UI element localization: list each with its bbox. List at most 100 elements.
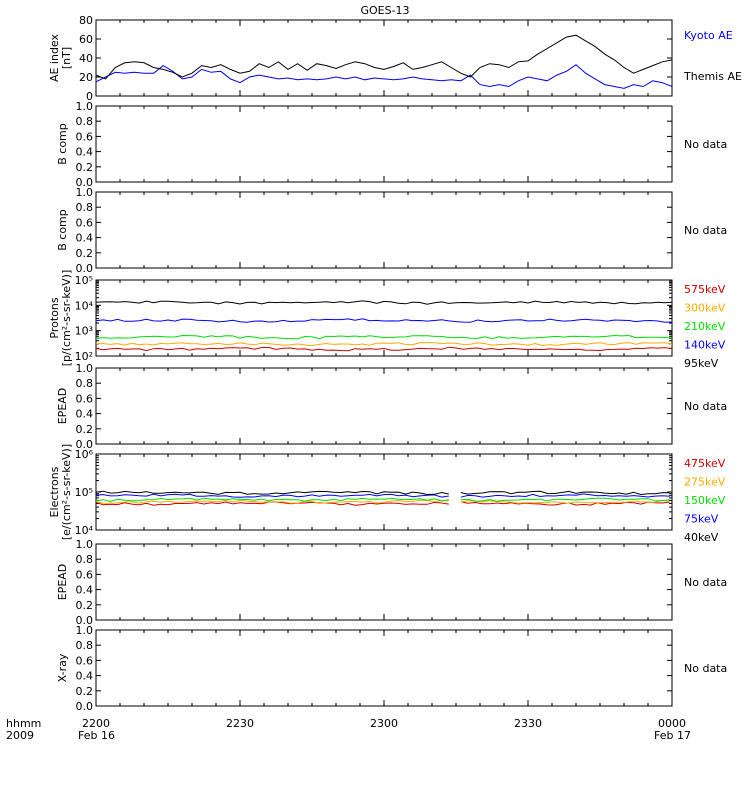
y-tick-label: 0.6: [76, 216, 94, 229]
y-tick-label: 0.4: [76, 232, 94, 245]
y-tick-label: 0.2: [76, 685, 94, 698]
series-line-140kev: [95, 318, 673, 323]
x-tick-label: 2300: [370, 717, 398, 730]
x-tick-label: 2200: [82, 717, 110, 730]
no-data-label: No data: [684, 224, 727, 237]
no-data-label: No data: [684, 576, 727, 589]
panel-epead2: 0.0 0.2 0.4 0.6 0.8 1.0 EPEAD No data: [56, 538, 727, 627]
y-tick-label: 60: [79, 33, 93, 46]
y-axis-label: [e/(cm²-s-sr-keV)]: [60, 444, 73, 540]
y-tick-label: 0.4: [76, 584, 94, 597]
y-axis-label: B comp: [56, 123, 69, 165]
y-axis-label: EPEAD: [56, 564, 69, 601]
series-line-275kev: [460, 499, 670, 504]
y-tick-label: 0.6: [76, 130, 94, 143]
panel-ae: 0 20 40 60 80 AE index [nT] Kyoto AE Themis AE: [48, 14, 742, 103]
y-axis-label: Electrons: [48, 466, 61, 517]
y-tick-label: 10²: [75, 350, 93, 363]
series-line-275kev: [95, 499, 449, 505]
series-line-300kev: [96, 342, 673, 347]
y-tick-label: 1.0: [76, 100, 94, 113]
x-tick-label: 0000: [658, 717, 686, 730]
series-line-40kev: [460, 490, 670, 496]
legend-entry: 150keV: [684, 494, 726, 507]
y-tick-label: 0.4: [76, 408, 94, 421]
series-line-kyoto-ae: [95, 64, 673, 89]
panel-frame: [95, 629, 673, 707]
y-axis-label: [nT]: [60, 47, 73, 69]
legend-entry: 210keV: [684, 320, 726, 333]
panel-frame: [95, 543, 673, 621]
y-axis-label: Protons: [48, 297, 61, 338]
y-tick-label: 0.0: [76, 614, 94, 627]
panel-electrons: 10⁴ 10⁵ 10⁶ Electrons [e/(cm²-s-sr-keV)] 475k…: [48, 444, 726, 544]
panel-frame: [95, 105, 673, 183]
panel-protons: 10² 10³ 10⁴ 10⁵ Protons [p/(cm²-s-sr-keV)] 575…: [48, 270, 726, 370]
legend-entry: 300keV: [684, 302, 726, 315]
chart-title: GOES-13: [360, 4, 409, 17]
y-axis-label: X-ray: [56, 653, 69, 682]
y-tick-label: 10⁵: [75, 274, 93, 287]
y-axis-label: AE index: [48, 33, 61, 82]
legend-entry: 275keV: [684, 476, 726, 489]
y-tick-label: 0.4: [76, 670, 94, 683]
no-data-label: No data: [684, 138, 727, 151]
series-line-75kev: [95, 493, 449, 498]
x-tick-label: 2330: [514, 717, 542, 730]
time-axis: 2200 2230 2300 2330 0000 Feb 16 Feb 17: [78, 717, 691, 742]
series-line-150kev: [95, 497, 449, 503]
legend-entry: 95keV: [684, 357, 719, 370]
series-line-40kev: [95, 490, 449, 496]
y-tick-label: 10⁵: [75, 486, 93, 499]
y-tick-label: 0.8: [76, 639, 94, 652]
y-tick-label: 0.2: [76, 161, 94, 174]
y-tick-label: 0: [86, 90, 93, 103]
footer-year-label: 2009: [6, 729, 34, 742]
panel-xray: 0.0 0.2 0.4 0.6 0.8 1.0 X-ray No data: [56, 624, 727, 713]
y-tick-label: 0.0: [76, 438, 94, 451]
legend-entry: 475keV: [684, 457, 726, 470]
y-tick-label: 10⁶: [75, 448, 94, 461]
panel-stack: 0 20 40 60 80 AE index [nT] Kyoto AE Themis AE 0.…: [48, 14, 742, 713]
y-tick-label: 10³: [75, 325, 93, 338]
legend-entry: Kyoto AE: [684, 29, 733, 42]
y-tick-label: 0.0: [76, 262, 94, 275]
y-tick-label: 0.2: [76, 247, 94, 260]
panel-b1: 0.0 0.2 0.4 0.6 0.8 1.0 B comp No data: [56, 100, 727, 189]
y-tick-label: 0.6: [76, 568, 94, 581]
x-date-label: Feb 16: [78, 729, 115, 742]
panel-frame: [95, 19, 673, 97]
y-tick-label: 0.8: [76, 377, 94, 390]
series-line-475kev: [460, 501, 670, 506]
y-axis-label: EPEAD: [56, 388, 69, 425]
y-tick-label: 0.6: [76, 654, 94, 667]
y-tick-label: 1.0: [76, 186, 94, 199]
no-data-label: No data: [684, 662, 727, 675]
series-line-75kev: [460, 493, 670, 498]
y-tick-label: 0.0: [76, 700, 94, 713]
footer-time-label: hhmm: [6, 717, 41, 730]
series-line-95kev: [95, 300, 673, 305]
no-data-label: No data: [684, 400, 727, 413]
y-axis-label: [p/(cm²-s-sr-keV)]: [60, 270, 73, 367]
y-tick-label: 0.8: [76, 201, 94, 214]
panel-frame: [95, 191, 673, 269]
y-tick-label: 1.0: [76, 624, 94, 637]
y-tick-label: 80: [79, 14, 93, 27]
panel-b2: 0.0 0.2 0.4 0.6 0.8 1.0 B comp No data: [56, 186, 727, 275]
x-tick-label: 2230: [226, 717, 254, 730]
y-tick-label: 0.4: [76, 146, 94, 159]
y-tick-label: 0.2: [76, 599, 94, 612]
y-axis-label: B comp: [56, 209, 69, 251]
panel-epead1: 0.0 0.2 0.4 0.6 0.8 1.0 EPEAD No data: [56, 362, 727, 451]
y-tick-label: 10⁴: [75, 299, 94, 312]
series-line-210kev: [95, 334, 673, 340]
y-tick-label: 1.0: [76, 538, 94, 551]
series-line-150kev: [460, 497, 670, 502]
y-tick-label: 0.8: [76, 553, 94, 566]
series-line-themis-ae: [95, 34, 673, 80]
y-tick-label: 0.2: [76, 423, 94, 436]
y-tick-label: 0.8: [76, 115, 94, 128]
